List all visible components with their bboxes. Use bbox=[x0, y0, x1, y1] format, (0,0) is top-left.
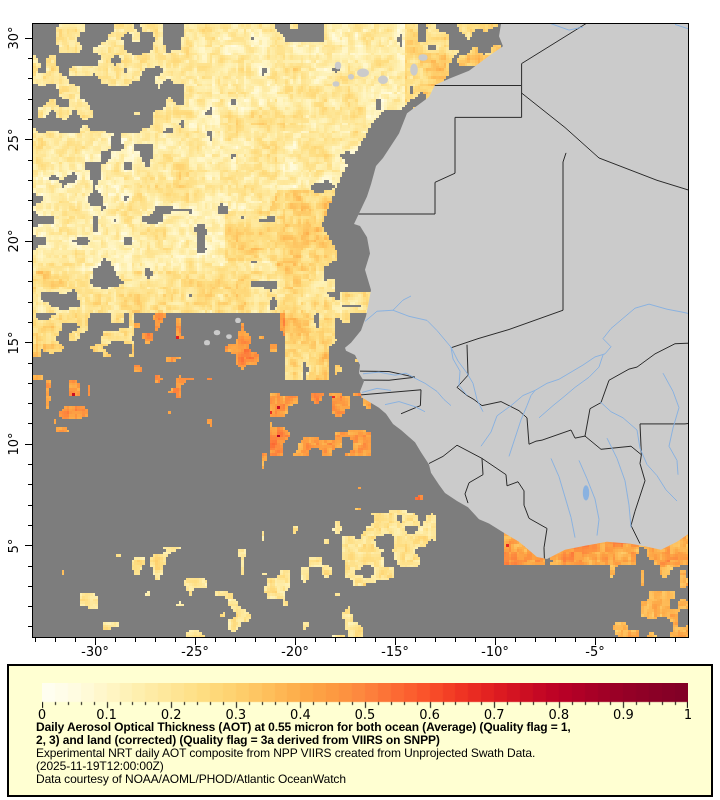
lat-minor-tick bbox=[28, 301, 32, 303]
lon-minor-tick bbox=[214, 638, 216, 642]
lon-minor-tick bbox=[174, 638, 176, 642]
lat-minor-tick bbox=[28, 423, 32, 425]
lon-minor-tick bbox=[274, 638, 276, 642]
lat-minor-tick bbox=[28, 565, 32, 567]
lat-minor-tick bbox=[28, 464, 32, 465]
lat-minor-tick bbox=[28, 382, 32, 384]
colorbar-tick-label: 1 bbox=[683, 708, 693, 723]
colorbar-tick-label: 0.1 bbox=[96, 708, 117, 723]
lon-minor-tick bbox=[634, 638, 636, 642]
lon-tick-label: -5° bbox=[585, 645, 605, 660]
colorbar-tick-label: 0.9 bbox=[613, 708, 634, 723]
lat-minor-tick bbox=[28, 321, 32, 323]
lat-minor-tick bbox=[28, 585, 32, 587]
lon-tick-label: -30° bbox=[81, 645, 109, 660]
lon-minor-tick bbox=[154, 638, 156, 642]
colorbar-tick-label: 0.2 bbox=[160, 708, 182, 723]
colorbar-tick-label: 0.5 bbox=[354, 708, 376, 723]
lon-minor-tick bbox=[34, 638, 36, 642]
lat-minor-tick bbox=[28, 403, 32, 405]
lat-minor-tick bbox=[28, 606, 32, 608]
lat-minor-tick bbox=[28, 200, 32, 202]
lon-minor-tick bbox=[234, 638, 236, 642]
lat-major-tick bbox=[25, 37, 32, 39]
lat-minor-tick bbox=[28, 281, 32, 283]
lon-minor-tick bbox=[654, 638, 656, 642]
lon-minor-tick bbox=[614, 638, 616, 642]
lat-minor-tick bbox=[28, 58, 32, 59]
lon-tick-label: -15° bbox=[381, 645, 409, 660]
lon-minor-tick bbox=[114, 638, 116, 642]
lon-minor-tick bbox=[134, 638, 136, 642]
lat-major-tick bbox=[25, 342, 32, 344]
lat-tick-label: 10° bbox=[7, 432, 22, 456]
lon-minor-tick bbox=[54, 638, 56, 642]
legend-captions: Daily Aerosol Optical Thickness (AOT) at… bbox=[36, 721, 696, 786]
caption-title-line-2: 2, 3) and land (corrected) (Quality flag… bbox=[36, 733, 440, 747]
lon-minor-tick bbox=[514, 638, 516, 642]
lon-minor-tick bbox=[554, 638, 556, 642]
lon-tick-label: -25° bbox=[181, 645, 209, 660]
lat-major-tick bbox=[25, 139, 32, 141]
lat-minor-tick bbox=[28, 626, 32, 628]
colorbar-tick-label: 0 bbox=[37, 708, 47, 723]
lat-minor-tick bbox=[28, 524, 32, 526]
lat-major-tick bbox=[25, 240, 32, 242]
map-figure: 30° 25° 20° 15° 10° 5° -30° -25° -20° -15° -10° -5° bbox=[7, 23, 689, 660]
lon-minor-tick bbox=[454, 638, 456, 642]
lon-minor-tick bbox=[674, 638, 676, 642]
caption-subtitle: Experimental NRT daily AOT composite fro… bbox=[36, 746, 536, 760]
lon-minor-tick bbox=[574, 638, 576, 642]
colorbar-tick-label: 0.6 bbox=[419, 708, 440, 723]
lon-minor-tick bbox=[254, 638, 256, 642]
lat-minor-tick bbox=[28, 362, 32, 364]
lat-tick-label: 5° bbox=[7, 538, 22, 554]
colorbar-tick-label: 0.3 bbox=[225, 708, 247, 723]
lat-tick-label: 30° bbox=[7, 26, 22, 50]
caption-courtesy: Data courtesy of NOAA/AOML/PHOD/Atlantic… bbox=[36, 772, 346, 786]
lon-major-tick bbox=[594, 638, 596, 645]
colorbar-canvas bbox=[42, 683, 688, 709]
lat-minor-tick bbox=[28, 78, 32, 80]
lon-minor-tick bbox=[354, 638, 356, 642]
lat-minor-tick bbox=[28, 484, 32, 486]
lon-major-tick bbox=[494, 638, 496, 645]
lon-major-tick bbox=[394, 638, 396, 645]
lat-minor-tick bbox=[28, 220, 32, 222]
colorbar-tick-label: 0.7 bbox=[483, 708, 505, 723]
lat-minor-tick bbox=[28, 98, 32, 100]
legend-panel: 0 0.1 0.2 0.3 0.4 0.5 0.6 0.7 0.8 0.9 1 Daily Aero… bbox=[7, 664, 713, 797]
lat-major-tick bbox=[25, 443, 32, 445]
lon-tick-label: -10° bbox=[481, 645, 509, 660]
lon-major-tick bbox=[194, 638, 196, 645]
aot-map-canvas bbox=[32, 23, 689, 638]
lat-minor-tick bbox=[28, 159, 32, 161]
lon-minor-tick bbox=[314, 638, 316, 642]
lon-minor-tick bbox=[534, 638, 536, 642]
caption-timestamp: (2025-11-19T12:00:00Z) bbox=[36, 759, 164, 773]
lat-tick-label: 25° bbox=[7, 128, 22, 152]
lon-minor-tick bbox=[414, 638, 416, 642]
lon-minor-tick bbox=[434, 638, 436, 642]
lat-minor-tick bbox=[28, 504, 32, 506]
lon-minor-tick bbox=[74, 638, 76, 642]
lon-major-tick bbox=[294, 638, 296, 645]
lat-minor-tick bbox=[28, 179, 32, 181]
lat-major-tick bbox=[25, 545, 32, 547]
lon-minor-tick bbox=[474, 638, 476, 642]
lon-minor-tick bbox=[374, 638, 376, 642]
colorbar-tick-label: 0.4 bbox=[290, 708, 311, 723]
caption-title-line-1: Daily Aerosol Optical Thickness (AOT) at… bbox=[36, 720, 571, 734]
lat-tick-label: 15° bbox=[7, 331, 22, 355]
lon-major-tick bbox=[94, 638, 96, 645]
lon-tick-label: -20° bbox=[281, 645, 309, 660]
lat-minor-tick bbox=[28, 118, 32, 120]
lat-tick-label: 20° bbox=[7, 229, 22, 253]
colorbar-tick-label: 0.8 bbox=[548, 708, 570, 723]
lon-minor-tick bbox=[334, 638, 336, 642]
lat-minor-tick bbox=[28, 261, 32, 262]
